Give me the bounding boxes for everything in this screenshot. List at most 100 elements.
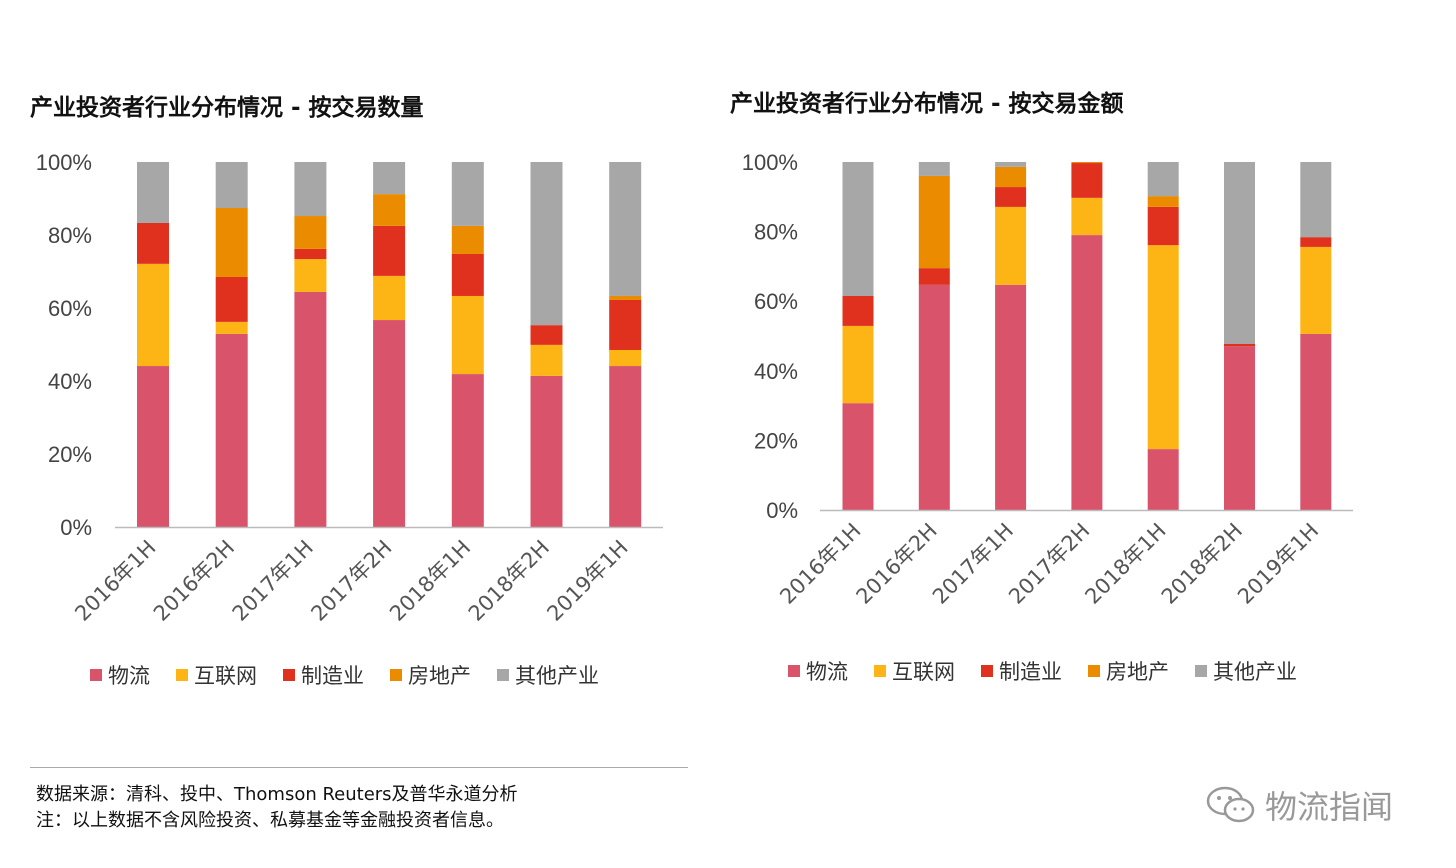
bar-segment-logistics <box>918 284 950 510</box>
y-tick-label: 0% <box>60 515 92 540</box>
legend-label: 制造业 <box>999 660 1062 684</box>
bar-segment-other <box>1224 162 1255 345</box>
legend-item: 房地产 <box>1088 656 1169 686</box>
legend-label: 房地产 <box>408 664 471 688</box>
bar-segment-manufacturing <box>1071 163 1103 198</box>
y-tick-label: 60% <box>48 296 92 321</box>
bar-segment-internet <box>995 206 1027 285</box>
footnote: 注：以上数据不含风险投资、私募基金等金融投资者信息。 <box>36 810 504 831</box>
y-tick-label: 100% <box>36 150 92 175</box>
bar-segment-internet <box>1071 197 1103 236</box>
bar-segment-internet <box>842 325 874 404</box>
bar-segment-logistics <box>609 366 642 527</box>
legend-item: 物流 <box>90 660 150 690</box>
x-tick-label: 2017年2H <box>306 536 396 626</box>
bar-segment-internet <box>137 263 169 367</box>
legend-item: 其他产业 <box>497 660 599 690</box>
legend-swatch <box>1195 665 1207 677</box>
bar-segment-other <box>137 162 169 223</box>
legend-item: 制造业 <box>283 660 364 690</box>
x-tick-label: 2016年1H <box>775 519 865 609</box>
bar-segment-other <box>1147 162 1179 197</box>
x-tick-label: 2018年1H <box>385 536 475 626</box>
bar-segment-internet <box>1147 245 1179 450</box>
bar-segment-real-estate <box>373 194 406 226</box>
legend-label: 制造业 <box>301 664 364 688</box>
bar-segment-internet <box>373 275 406 321</box>
x-tick-label: 2016年1H <box>70 536 160 626</box>
y-tick-label: 100% <box>742 150 798 175</box>
bar-segment-other <box>294 162 327 217</box>
legend-item: 房地产 <box>390 660 471 690</box>
bar-segment-logistics <box>842 403 874 510</box>
legend-label: 互联网 <box>892 660 955 684</box>
watermark: 物流指闻 <box>1205 782 1393 828</box>
legend-right: 物流 互联网 制造业 房地产 其他产业 <box>788 656 1297 686</box>
x-tick-label: 2018年1H <box>1081 519 1171 609</box>
legend-item: 制造业 <box>981 656 1062 686</box>
legend-label: 其他产业 <box>515 664 599 688</box>
bar-segment-other <box>1300 162 1332 238</box>
y-tick-label: 60% <box>754 289 798 314</box>
x-tick-label: 2017年1H <box>228 536 318 626</box>
y-tick-label: 0% <box>766 498 798 523</box>
chart-title-left: 产业投资者行业分布情况 - 按交易数量 <box>30 95 424 121</box>
legend-label: 其他产业 <box>1213 660 1297 684</box>
legend-item: 其他产业 <box>1195 656 1297 686</box>
bar-segment-manufacturing <box>530 325 563 345</box>
bar-segment-internet <box>215 321 248 334</box>
bar-segment-manufacturing <box>451 253 484 296</box>
bar-segment-manufacturing <box>137 222 169 264</box>
bar-segment-manufacturing <box>609 299 642 350</box>
x-tick-label: 2018年2H <box>1157 519 1247 609</box>
x-tick-label: 2017年2H <box>1004 519 1094 609</box>
bar-segment-manufacturing <box>373 225 406 276</box>
y-tick-label: 80% <box>754 220 798 245</box>
footer-divider <box>30 767 688 768</box>
legend-swatch <box>390 669 402 681</box>
legend-swatch <box>283 669 295 681</box>
bar-segment-real-estate <box>294 216 327 249</box>
bar-segment-logistics <box>294 291 327 527</box>
bar-segment-manufacturing <box>995 187 1027 207</box>
y-tick-label: 20% <box>754 428 798 453</box>
bar-segment-real-estate <box>1071 162 1103 164</box>
legend-swatch <box>176 669 188 681</box>
bar-segment-real-estate <box>918 175 950 269</box>
bar-segment-other <box>373 162 406 195</box>
legend-swatch <box>874 665 886 677</box>
y-tick-label: 40% <box>754 359 798 384</box>
x-tick-label: 2019年1H <box>543 536 633 626</box>
bar-segment-manufacturing <box>1300 237 1332 247</box>
bar-segment-real-estate <box>215 207 248 277</box>
bar-segment-other <box>215 162 248 208</box>
bar-segment-logistics <box>530 375 563 527</box>
bar-segment-internet <box>530 344 563 376</box>
bar-segment-internet <box>451 295 484 375</box>
bar-segment-other <box>530 162 563 326</box>
bar-segment-logistics <box>137 366 169 527</box>
bar-segment-real-estate <box>995 166 1027 188</box>
legend-label: 互联网 <box>194 664 257 688</box>
x-tick-label: 2017年1H <box>928 519 1018 609</box>
legend-label: 物流 <box>108 664 150 688</box>
bar-segment-logistics <box>373 320 406 527</box>
bar-segment-logistics <box>1147 449 1179 510</box>
bar-segment-other <box>995 162 1027 167</box>
legend-swatch <box>90 669 102 681</box>
bar-segment-internet <box>609 349 642 367</box>
y-tick-label: 40% <box>48 369 92 394</box>
y-tick-label: 80% <box>48 223 92 248</box>
bar-segment-logistics <box>1300 333 1332 510</box>
bar-segment-manufacturing <box>294 248 327 260</box>
source-note: 数据来源：清科、投中、Thomson Reuters及普华永道分析 <box>36 784 518 805</box>
bar-segment-manufacturing <box>842 295 874 326</box>
bar-segment-other <box>918 162 950 176</box>
bar-segment-manufacturing <box>918 268 950 285</box>
legend-label: 物流 <box>806 660 848 684</box>
x-tick-label: 2019年1H <box>1233 519 1323 609</box>
bar-segment-real-estate <box>609 295 642 300</box>
bar-segment-real-estate <box>451 225 484 254</box>
legend-swatch <box>497 669 509 681</box>
